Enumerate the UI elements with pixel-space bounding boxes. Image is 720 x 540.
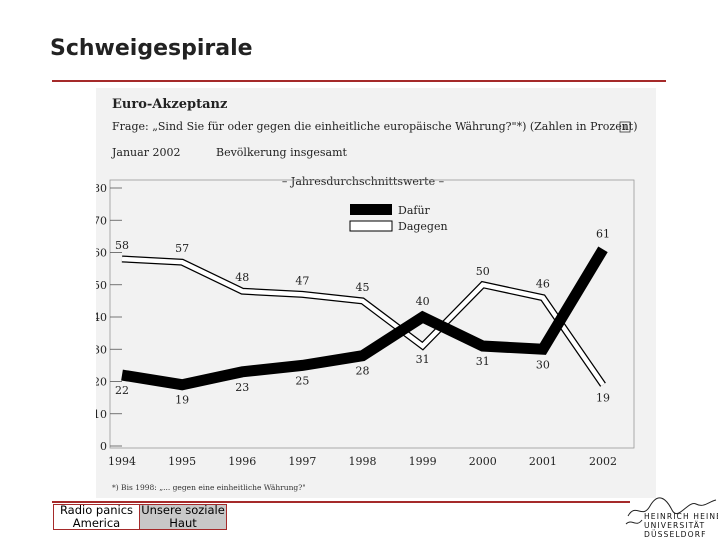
y-tick-label: 0 — [100, 440, 107, 453]
x-tick-label: 1994 — [108, 455, 136, 468]
x-tick-label: 1999 — [409, 455, 437, 468]
university-logo: HEINRICH HEINE UNIVERSITÄT DÜSSELDORF — [625, 497, 718, 538]
footer-tabs: Radio panics America Unsere soziale Haut — [53, 504, 227, 530]
legend-swatch-dagegen — [349, 220, 393, 232]
chart-subtitle: – Jahresdurchschnittswerte – — [282, 175, 445, 188]
y-tick-label: 60 — [96, 247, 107, 260]
x-tick-label: 1997 — [288, 455, 316, 468]
logo-line-3: DÜSSELDORF — [644, 530, 707, 538]
data-label-dagegen: 58 — [115, 239, 129, 252]
x-tick-labels: 1994 1995 1996 1997 1998 1999 2000 2001 2002 — [108, 455, 617, 468]
plot-frame — [109, 179, 635, 449]
chart-question: Frage: „Sind Sie für oder gegen die einh… — [112, 120, 638, 133]
chart-footnote: *) Bis 1998: „... gegen eine einheitlich… — [112, 483, 306, 492]
tab-radio-panics-america[interactable]: Radio panics America — [53, 504, 140, 530]
logo-line-1: HEINRICH HEINE — [644, 512, 718, 521]
data-label-dafuer: 61 — [596, 227, 610, 240]
legend-label-dagegen: Dagegen — [398, 220, 448, 233]
series-line-dafuer — [121, 246, 608, 391]
data-label-dafuer: 25 — [295, 374, 309, 387]
logo-signature-flourish-icon — [625, 519, 643, 525]
y-tick-label: 20 — [96, 376, 107, 389]
data-label-dafuer: 40 — [416, 295, 430, 308]
data-label-dafuer: 19 — [175, 394, 189, 407]
y-tick-label: 50 — [96, 279, 107, 292]
legend-label-dafuer: Dafür — [398, 204, 431, 217]
x-tick-label: 2001 — [529, 455, 557, 468]
x-tick-label: 2000 — [469, 455, 497, 468]
data-label-dagegen: 45 — [356, 281, 370, 294]
y-tick-label: 70 — [96, 214, 107, 227]
data-label-dagegen: 48 — [235, 271, 249, 284]
data-label-dagegen: 50 — [476, 265, 490, 278]
logo-signature-icon — [627, 497, 717, 517]
y-tick-label: 30 — [96, 343, 107, 356]
data-label-dagegen: 47 — [295, 274, 309, 287]
data-label-dagegen: 31 — [416, 353, 430, 366]
series-dafuer — [121, 246, 608, 391]
data-label-dafuer: 23 — [235, 381, 249, 394]
x-tick-label: 1995 — [168, 455, 196, 468]
y-tick-marks — [110, 187, 122, 447]
legend: Dafür Dagegen — [349, 204, 448, 233]
data-label-dafuer: 22 — [115, 384, 129, 397]
chart-date-label: Januar 2002 — [111, 146, 180, 159]
title-divider — [52, 80, 666, 82]
series-line-dagegen — [121, 256, 605, 387]
x-tick-label: 2002 — [589, 455, 617, 468]
y-tick-label: 10 — [96, 408, 107, 421]
chart-population-label: Bevölkerung insgesamt — [216, 146, 348, 159]
slide-title: Schweigespirale — [50, 36, 253, 61]
data-label-dagegen: 19 — [596, 392, 610, 405]
data-label-dagegen: 57 — [175, 242, 189, 255]
legend-swatch-dafuer — [350, 204, 392, 215]
scan-background — [96, 88, 656, 498]
x-tick-label: 1998 — [349, 455, 377, 468]
data-label-dagegen: 46 — [536, 278, 550, 291]
data-labels: 58 22 57 19 48 23 47 25 45 28 40 31 50 31 46 30 61 19 — [115, 227, 610, 406]
series-dagegen — [121, 255, 606, 387]
chart-title: Euro-Akzeptanz — [112, 97, 227, 112]
data-label-dafuer: 28 — [356, 365, 370, 378]
y-tick-labels: 0 10 20 30 40 50 60 70 80 — [96, 182, 107, 453]
y-tick-label: 80 — [96, 182, 107, 195]
y-tick-label: 40 — [96, 311, 107, 324]
tab-unsere-soziale-haut[interactable]: Unsere soziale Haut — [140, 504, 227, 530]
data-label-dafuer: 31 — [476, 355, 490, 368]
x-tick-label: 1996 — [228, 455, 256, 468]
chart: Euro-Akzeptanz Frage: „Sind Sie für oder… — [96, 88, 656, 498]
logo-line-2: UNIVERSITÄT — [644, 521, 705, 530]
footer-divider — [52, 501, 630, 503]
question-icon — [619, 121, 631, 133]
data-label-dafuer: 30 — [536, 358, 550, 371]
